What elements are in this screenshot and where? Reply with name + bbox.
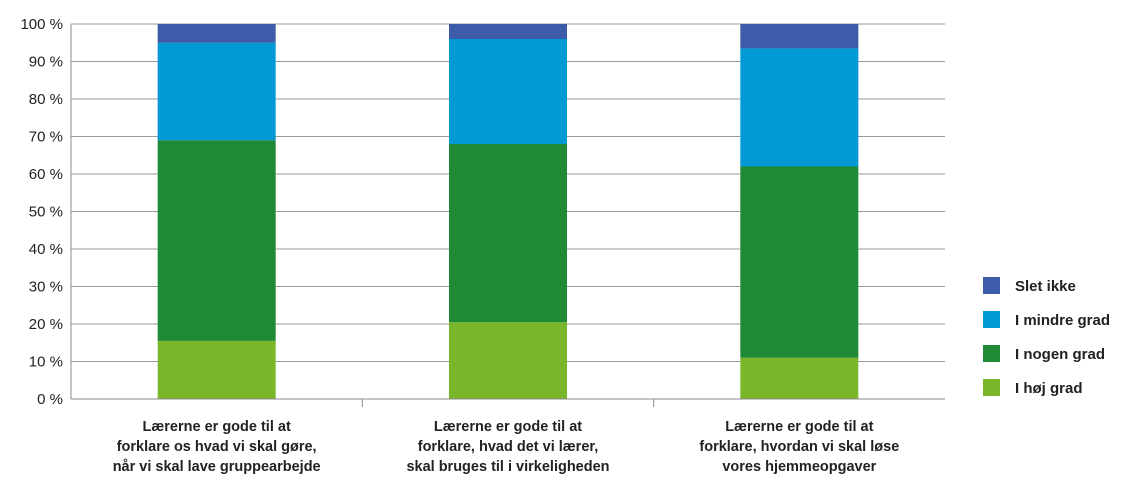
- x-category-label: Lærerne er gode til at forklare os hvad v…: [113, 419, 321, 475]
- legend: Slet ikke I mindre grad I nogen grad I høj …: [983, 277, 1110, 397]
- legend-label: Slet ikke: [1015, 278, 1076, 295]
- y-tick-label: 0 %: [37, 391, 63, 408]
- axes: [70, 24, 945, 407]
- bar-segment-slet-ikke: [740, 24, 859, 49]
- legend-label: I nogen grad: [1015, 346, 1105, 363]
- y-tick-label: 40 %: [29, 241, 63, 258]
- legend-swatch: [983, 311, 1000, 328]
- legend-swatch: [983, 277, 1000, 294]
- bar-segment-i-høj-grad: [449, 322, 567, 399]
- y-tick-label: 100 %: [20, 16, 63, 33]
- bar-segment-slet-ikke: [157, 24, 276, 43]
- y-tick-label: 70 %: [29, 129, 63, 146]
- bar-segment-i-høj-grad: [157, 340, 276, 399]
- bar-segment-i-mindre-grad: [740, 48, 859, 167]
- bar-segment-i-høj-grad: [740, 357, 859, 399]
- legend-swatch: [983, 345, 1000, 362]
- legend-label: I høj grad: [1015, 380, 1083, 397]
- bars: [157, 24, 859, 399]
- y-tick-labels: 0 % 10 % 20 % 30 % 40 % 50 % 60 % 70 % 80 % 90 % 1…: [20, 16, 63, 408]
- category-labels: Lærerne er gode til at forklare os hvad v…: [113, 419, 900, 475]
- y-tick-label: 50 %: [29, 204, 63, 221]
- y-tick-label: 60 %: [29, 166, 63, 183]
- legend-label: I mindre grad: [1015, 312, 1110, 329]
- bar-segment-i-nogen-grad: [449, 144, 567, 323]
- y-tick-label: 30 %: [29, 279, 63, 296]
- y-tick-label: 20 %: [29, 316, 63, 333]
- y-tick-label: 80 %: [29, 91, 63, 108]
- x-category-label: Lærerne er gode til at forklare, hvordan …: [699, 419, 899, 475]
- bar-segment-i-nogen-grad: [740, 166, 859, 358]
- bar-segment-i-mindre-grad: [157, 42, 276, 141]
- bar-segment-i-mindre-grad: [449, 39, 567, 144]
- x-category-label: Lærerne er gode til at forklare, hvad det…: [406, 419, 609, 475]
- bar-segment-i-nogen-grad: [157, 140, 276, 341]
- y-tick-label: 10 %: [29, 354, 63, 371]
- y-tick-label: 90 %: [29, 54, 63, 71]
- bar-segment-slet-ikke: [449, 24, 567, 39]
- legend-swatch: [983, 379, 1000, 396]
